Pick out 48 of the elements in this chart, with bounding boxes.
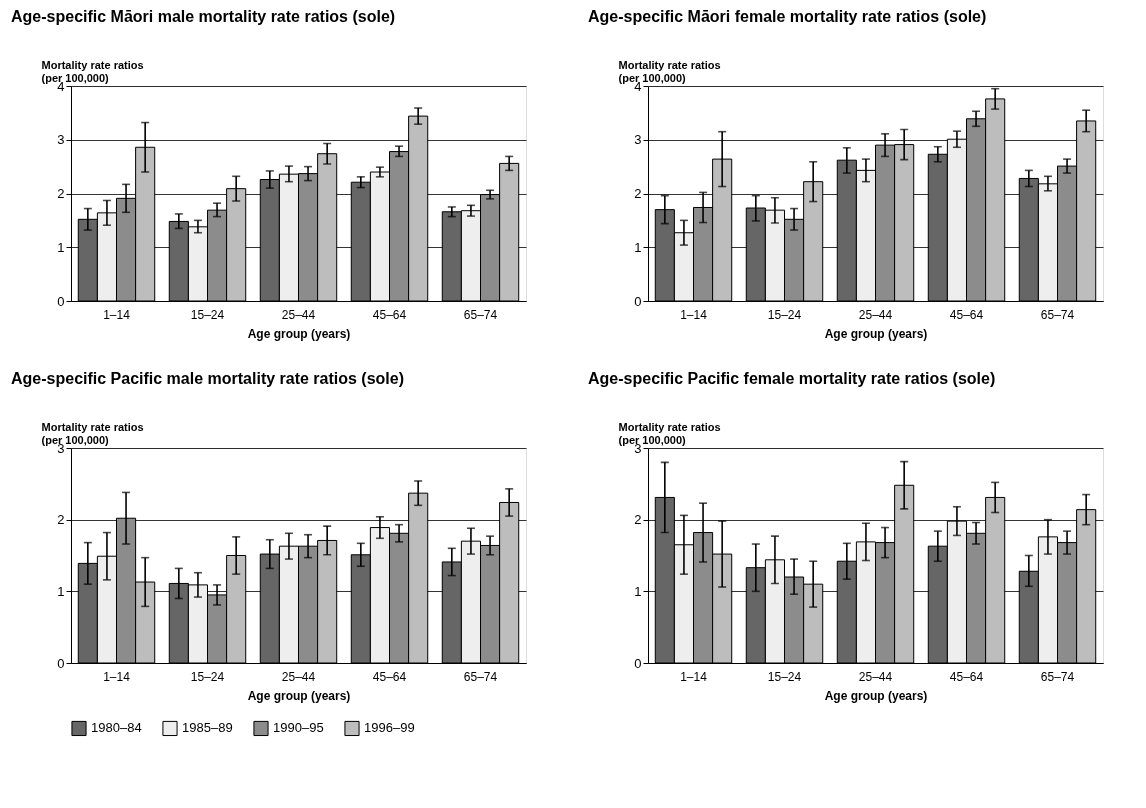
y-tick-label: 0: [634, 655, 642, 671]
x-tick-label: 25–44: [281, 669, 316, 684]
chart-title: Age-specific Māori male mortality rate ratios (sole): [11, 8, 396, 25]
x-tick-label: 65–74: [463, 307, 498, 322]
y-tick-label: 1: [57, 239, 65, 255]
x-tick-label: 25–44: [281, 307, 316, 322]
x-tick-label: 15–24: [190, 307, 225, 322]
y-tick-label: 1: [57, 583, 65, 599]
y-axis-title: Mortality rate ratios (per 100,000): [618, 58, 721, 84]
y-tick-label: 3: [57, 132, 65, 148]
chart-title: Age-specific Māori female mortality rate ratios (sole): [588, 8, 987, 25]
x-tick-label: 65–74: [1040, 307, 1075, 322]
x-tick-label: 65–74: [463, 669, 498, 684]
x-tick-label: 25–44: [858, 669, 893, 684]
x-tick-label: 45–64: [372, 669, 407, 684]
y-tick-label: 1: [634, 583, 642, 599]
x-axis-title: Age group (years): [824, 326, 928, 341]
y-tick-label: 1: [634, 239, 642, 255]
x-tick-label: 1–14: [103, 307, 131, 322]
chart-title: Age-specific Pacific female mortality rate ratios (sole): [588, 370, 996, 387]
x-axis-title: Age group (years): [824, 688, 928, 703]
y-tick-label: 2: [57, 186, 65, 201]
legend-label: 1985–89: [182, 720, 233, 736]
x-tick-label: 15–24: [190, 669, 225, 684]
y-tick-label: 0: [634, 293, 642, 309]
x-tick-label: 15–24: [767, 669, 802, 684]
x-tick-label: 45–64: [949, 669, 984, 684]
x-axis-title: Age group (years): [247, 688, 351, 703]
legend-label: 1990–95: [273, 720, 324, 736]
x-tick-label: 65–74: [1040, 669, 1075, 684]
y-tick-label: 2: [634, 512, 642, 528]
y-tick-label: 2: [57, 512, 65, 528]
x-tick-label: 1–14: [103, 669, 131, 684]
x-tick-label: 45–64: [372, 307, 407, 322]
x-tick-label: 15–24: [767, 307, 802, 322]
x-tick-label: 45–64: [949, 307, 984, 322]
y-tick-label: 3: [634, 132, 642, 148]
y-tick-label: 0: [57, 655, 65, 671]
x-tick-label: 1–14: [680, 307, 708, 322]
legend-label: 1980–84: [91, 720, 142, 736]
x-axis-title: Age group (years): [247, 326, 351, 341]
x-tick-label: 1–14: [680, 669, 708, 684]
y-axis-title: Mortality rate ratios (per 100,000): [41, 58, 144, 84]
chart-title: Age-specific Pacific male mortality rate ratios (sole): [11, 370, 405, 387]
y-tick-label: 0: [57, 293, 65, 309]
legend-label: 1996–99: [364, 720, 415, 736]
y-tick-label: 2: [634, 186, 642, 201]
x-tick-label: 25–44: [858, 307, 893, 322]
